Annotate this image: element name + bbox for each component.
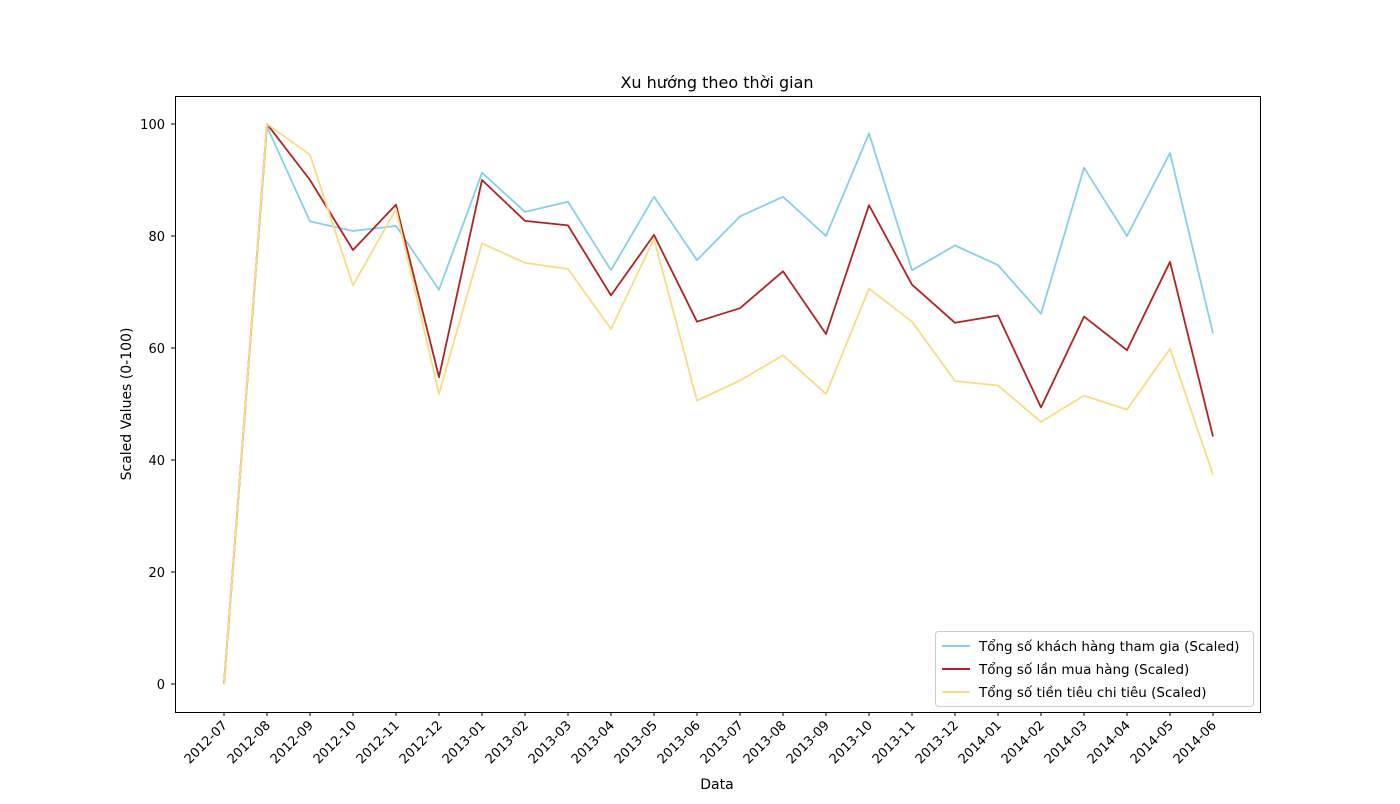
x-tick-label: 2013-04 (569, 718, 618, 767)
series-line-1 (223, 125, 1214, 685)
x-tick-label: 2012-07 (182, 718, 231, 767)
plot-area (175, 96, 1261, 713)
x-tick-label: 2014-05 (1128, 718, 1177, 767)
series-line-2 (223, 123, 1214, 685)
x-tick-label: 2014-04 (1085, 718, 1134, 767)
x-tick-label: 2013-08 (741, 718, 790, 767)
legend: Tổng số khách hàng tham gia (Scaled) Tổng… (935, 631, 1254, 707)
x-tick-label: 2014-06 (1171, 718, 1220, 767)
x-tick-label: 2013-09 (784, 718, 833, 767)
legend-box (935, 631, 1254, 707)
x-axis-label: Data (700, 777, 733, 793)
x-tick-label: 2013-10 (827, 718, 876, 767)
x-tick-label: 2013-12 (913, 718, 962, 767)
x-tick-label: 2012-08 (225, 718, 274, 767)
y-tick-label: 100 (140, 118, 165, 133)
x-tick-label: 2013-07 (698, 718, 747, 767)
x-tick-label: 2012-09 (268, 718, 317, 767)
y-tick-label: 0 (157, 678, 165, 693)
legend-label-2: Tổng số lần mua hàng (Scaled) (978, 661, 1189, 678)
x-tick-label: 2013-02 (483, 718, 532, 767)
x-tick-label: 2013-05 (612, 718, 661, 767)
x-tick-label: 2013-11 (870, 718, 919, 767)
x-tick-label: 2013-03 (526, 718, 575, 767)
legend-label-3: Tổng số tiền tiêu chi tiêu (Scaled) (978, 684, 1207, 701)
x-tick-label: 2013-06 (655, 718, 704, 767)
x-tick-label: 2012-10 (311, 718, 360, 767)
legend-label-1: Tổng số khách hàng tham gia (Scaled) (978, 638, 1240, 655)
chart-title: Xu hướng theo thời gian (620, 73, 813, 92)
x-tick-label: 2012-11 (354, 718, 403, 767)
x-tick-label: 2013-01 (440, 718, 489, 767)
x-axis: 2012-072012-082012-092012-102012-112012-… (182, 712, 1220, 767)
y-tick-label: 80 (148, 230, 165, 245)
y-tick-label: 20 (148, 566, 165, 581)
y-tick-label: 40 (148, 454, 165, 469)
x-tick-label: 2014-01 (956, 718, 1005, 767)
x-tick-label: 2014-02 (999, 718, 1048, 767)
x-tick-label: 2012-12 (397, 718, 446, 767)
x-tick-label: 2014-03 (1042, 718, 1091, 767)
y-tick-label: 60 (148, 342, 165, 357)
y-axis-label: Scaled Values (0-100) (119, 328, 135, 481)
y-axis: 0 20 40 60 80 100 (140, 118, 175, 693)
series-layer (223, 123, 1214, 685)
series-line-3 (223, 123, 1214, 685)
